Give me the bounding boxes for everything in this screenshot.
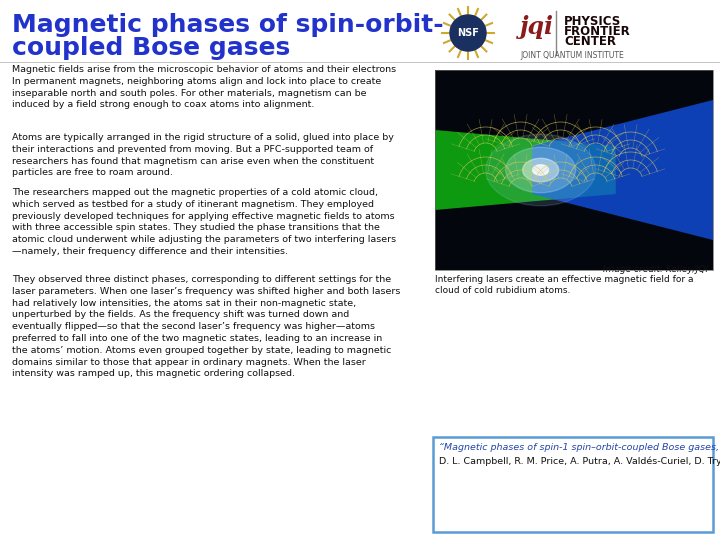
Text: Image credit: Kelley/JQI: Image credit: Kelley/JQI (603, 265, 708, 274)
Bar (435, 70, 713, 270)
Text: coupled Bose gases: coupled Bose gases (12, 36, 290, 60)
Circle shape (450, 15, 486, 51)
Polygon shape (435, 130, 616, 210)
FancyBboxPatch shape (433, 437, 713, 532)
Text: PHYSICS: PHYSICS (564, 15, 621, 28)
Text: jqi: jqi (520, 15, 554, 39)
Text: They observed three distinct phases, corresponding to different settings for the: They observed three distinct phases, cor… (12, 275, 400, 379)
Text: JOINT QUANTUM INSTITUTE: JOINT QUANTUM INSTITUTE (520, 51, 624, 60)
Text: “Magnetic phases of spin-1 spin–orbit-coupled Bose gases,”: “Magnetic phases of spin-1 spin–orbit-co… (439, 443, 720, 452)
Ellipse shape (523, 158, 559, 181)
Text: NSF: NSF (457, 28, 479, 38)
Text: FRONTIER: FRONTIER (564, 25, 631, 38)
Ellipse shape (505, 147, 576, 193)
Text: The researchers mapped out the magnetic properties of a cold atomic cloud,
which: The researchers mapped out the magnetic … (12, 188, 396, 256)
Text: Interfering lasers create an effective magnetic field for a
cloud of cold rubidi: Interfering lasers create an effective m… (435, 275, 693, 295)
Bar (435, 70, 713, 270)
Text: Atoms are typically arranged in the rigid structure of a solid, glued into place: Atoms are typically arranged in the rigi… (12, 133, 394, 178)
Text: D. L. Campbell, R. M. Price, A. Putra, A. Valdés-Curiel, D. Trypogeorgos, and I.: D. L. Campbell, R. M. Price, A. Putra, A… (439, 457, 720, 467)
Polygon shape (532, 100, 713, 240)
Ellipse shape (485, 134, 595, 206)
Ellipse shape (533, 165, 549, 175)
Text: Magnetic phases of spin-orbit-: Magnetic phases of spin-orbit- (12, 13, 444, 37)
Text: Magnetic fields arise from the microscopic behavior of atoms and their electrons: Magnetic fields arise from the microscop… (12, 65, 396, 110)
Text: CENTER: CENTER (564, 35, 616, 48)
